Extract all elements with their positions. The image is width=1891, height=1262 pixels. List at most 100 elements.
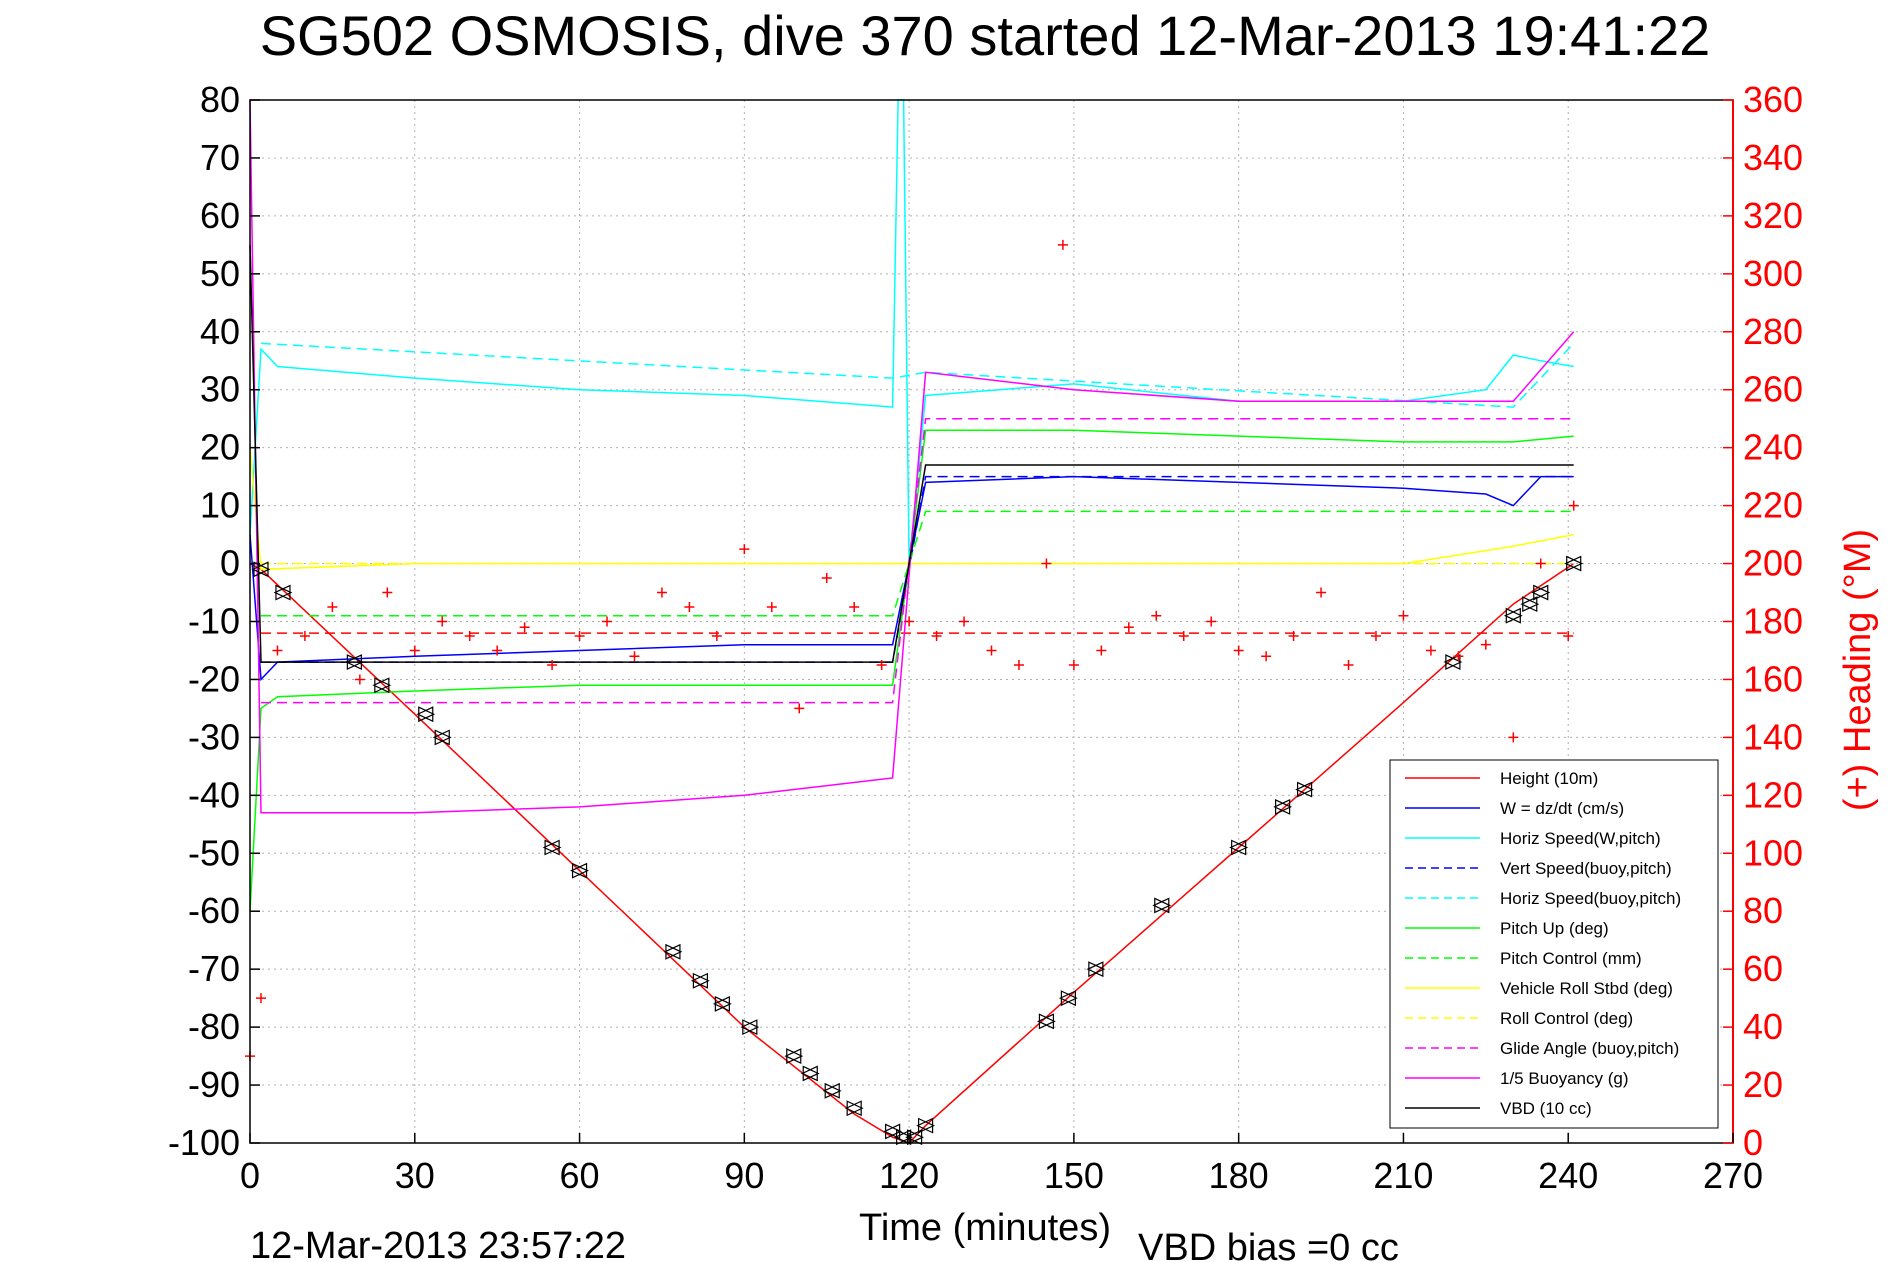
y-tick-label: -20 [188, 658, 240, 699]
triangle-marker-left [800, 1065, 818, 1082]
heading-point [986, 645, 997, 656]
y-tick-label: -50 [188, 832, 240, 873]
y-tick-label: 0 [220, 543, 240, 584]
x-tick-label: 270 [1703, 1155, 1763, 1196]
heading-point [821, 573, 832, 584]
y-tick-label: 40 [200, 311, 240, 352]
triangle-marker [1086, 961, 1106, 978]
heading-point [255, 993, 266, 1004]
triangle-marker-right [374, 677, 392, 694]
y-tick-label: 30 [200, 369, 240, 410]
triangle-marker [690, 972, 710, 989]
heading-point [1123, 622, 1134, 633]
y-tick-label: 50 [200, 253, 240, 294]
heading-point [354, 674, 365, 685]
triangle-marker-left [251, 561, 269, 578]
heading-point [574, 630, 585, 641]
right-y-tick-label: 100 [1743, 832, 1803, 873]
heading-point [299, 630, 310, 641]
x-axis-ticks: 0 30 60 90 120 150 180 210 240 270 [240, 1133, 1763, 1196]
heading-point [766, 602, 777, 613]
triangle-marker-left [916, 1117, 934, 1134]
triangle-marker-left [822, 1082, 840, 1099]
triangle-marker [372, 677, 392, 694]
triangle-marker-left [372, 677, 390, 694]
heading-point [1013, 659, 1024, 670]
heading-point [904, 616, 915, 627]
x-tick-label: 120 [879, 1155, 939, 1196]
triangle-marker-right [1060, 990, 1078, 1007]
series-vert-speed-buoy-pitch [261, 475, 1574, 663]
triangle-marker-left [844, 1100, 862, 1117]
triangle-marker [1058, 990, 1078, 1007]
y-tick-label: 60 [200, 195, 240, 236]
triangle-marker-left [1503, 607, 1521, 624]
legend-label: Vehicle Roll Stbd (deg) [1500, 979, 1673, 998]
x-tick-label: 240 [1538, 1155, 1598, 1196]
y-tick-label: 80 [200, 79, 240, 120]
right-y-tick-label: 360 [1743, 79, 1803, 120]
right-y-tick-label: 80 [1743, 890, 1783, 931]
x-tick-label: 180 [1209, 1155, 1269, 1196]
right-y-tick-label: 260 [1743, 369, 1803, 410]
triangle-marker-right [275, 584, 293, 601]
heading-point [1206, 616, 1217, 627]
legend-label: Pitch Control (mm) [1500, 949, 1642, 968]
y-tick-label: -80 [188, 1006, 240, 1047]
triangle-marker [784, 1048, 804, 1065]
right-y-tick-label: 40 [1743, 1006, 1783, 1047]
heading-point [519, 622, 530, 633]
triangle-marker-left [784, 1048, 802, 1065]
triangle-marker [273, 584, 293, 601]
triangle-marker-left [273, 584, 291, 601]
triangle-marker-left [712, 995, 730, 1012]
triangle-marker-right [846, 1100, 864, 1117]
x-tick-label: 0 [240, 1155, 260, 1196]
y-tick-label: -30 [188, 716, 240, 757]
right-y-tick-label: 240 [1743, 427, 1803, 468]
right-y-axis-label: (+) Heading (°M) [1837, 529, 1879, 811]
legend: Height (10m) W = dz/dt (cm/s) Horiz Speed(… [1389, 759, 1719, 1129]
triangle-marker-left [905, 1129, 923, 1146]
series-vbd-10-cc [249, 244, 1574, 663]
heading-point [547, 659, 558, 670]
triangle-marker [1531, 584, 1551, 601]
triangle-marker [822, 1082, 842, 1099]
triangle-marker [844, 1100, 864, 1117]
x-tick-label: 210 [1373, 1155, 1433, 1196]
triangle-marker-right [1275, 798, 1293, 815]
triangle-marker [1273, 798, 1293, 815]
legend-label: Vert Speed(buoy,pitch) [1500, 859, 1672, 878]
heading-point [711, 630, 722, 641]
triangle-marker-left [1295, 781, 1313, 798]
heading-point [629, 651, 640, 662]
triangle-marker [432, 729, 452, 746]
triangle-marker-left [1273, 798, 1291, 815]
triangle-marker-right [714, 995, 732, 1012]
triangle-marker-left [740, 1019, 758, 1036]
heading-point [1343, 659, 1354, 670]
heading-point [382, 587, 393, 598]
heading-point [1453, 651, 1464, 662]
series-horiz-speed-buoy-pitch [260, 342, 1575, 408]
triangle-marker [344, 654, 364, 671]
heading-point [464, 630, 475, 641]
triangle-marker [1295, 781, 1314, 798]
legend-label: VBD (10 cc) [1500, 1099, 1592, 1118]
triangle-marker [1520, 596, 1540, 613]
y-axis-ticks: 80 70 60 50 40 30 20 10 0 -10 -20 -30 -40 -50 -60 -70 -8… [168, 79, 260, 1163]
triangle-marker [1443, 654, 1463, 671]
y-tick-label: -70 [188, 948, 240, 989]
right-y-tick-label: 0 [1743, 1122, 1763, 1163]
x-tick-label: 60 [560, 1155, 600, 1196]
vbd-bias-label: VBD bias =0 cc [1138, 1227, 1399, 1262]
triangle-marker-left [1564, 555, 1582, 572]
heading-point [1563, 630, 1574, 641]
legend-label: Height (10m) [1500, 769, 1598, 788]
triangle-marker-right [665, 943, 683, 960]
series-layer [249, 99, 1575, 1144]
right-y-tick-label: 140 [1743, 716, 1803, 757]
triangle-marker [251, 561, 271, 578]
heading-point [1535, 558, 1546, 569]
